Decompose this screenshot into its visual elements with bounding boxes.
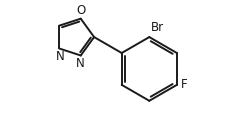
Text: N: N — [56, 50, 64, 63]
Text: N: N — [76, 57, 84, 70]
Text: F: F — [181, 78, 188, 91]
Text: O: O — [76, 4, 85, 17]
Text: Br: Br — [151, 21, 164, 34]
